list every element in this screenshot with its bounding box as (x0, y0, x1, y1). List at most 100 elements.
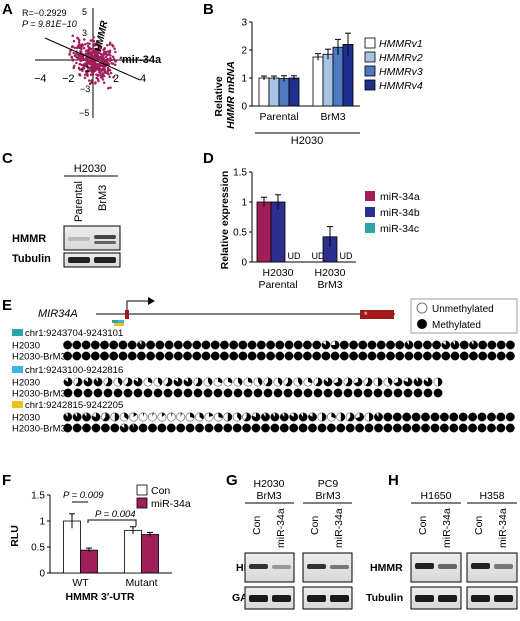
panel-h-lane-3: Con (473, 516, 485, 535)
panel-label-d: D (203, 150, 214, 167)
panel-label-h: H (388, 472, 399, 489)
panel-g-group-1b: BrM3 (256, 490, 281, 502)
cpg-partial (378, 377, 383, 387)
scatter-point (68, 50, 72, 53)
bar (63, 520, 81, 574)
cpg-partial (158, 377, 163, 386)
cpg-methylated (367, 340, 377, 350)
undetected-label: UD (288, 251, 301, 261)
cpg-methylated (383, 412, 393, 422)
row-label: H2030-BrM3 (12, 352, 66, 363)
scatter-point (104, 55, 108, 59)
cpg-methylated (393, 412, 402, 422)
scatter-point (90, 79, 94, 82)
cpg-partial (248, 377, 253, 384)
tick-y-neg3: −3 (80, 84, 90, 94)
cpg-methylated (468, 423, 477, 433)
cpg-partial (265, 377, 273, 387)
blot-band (249, 564, 268, 569)
panel-g-group-2b: BrM3 (315, 490, 340, 502)
cpg-methylated (496, 412, 506, 422)
cpg-methylated (203, 388, 213, 398)
blot-band (438, 564, 457, 569)
y-tick-label: 1.5 (233, 168, 247, 179)
scatter-point (84, 42, 87, 46)
cpg-methylated (404, 351, 414, 361)
cpg-methylated (138, 423, 148, 433)
cpg-partial (280, 412, 289, 422)
y-tick-label: 1 (241, 198, 247, 209)
legend-label: miR-34c (380, 223, 419, 235)
regression-line (44, 37, 141, 81)
cpg-methylated (233, 423, 242, 433)
cpg-partial (105, 377, 113, 387)
cpg-partial (228, 377, 233, 384)
scatter-point (92, 61, 96, 64)
blot-band (307, 564, 326, 569)
bar (312, 56, 324, 107)
y-tick-label: 0 (241, 102, 247, 113)
scatter-point (94, 55, 97, 59)
cpg-partial (251, 412, 261, 422)
blot-band (94, 257, 116, 263)
cpg-methylated (195, 423, 204, 433)
panel-f-xlabel: HMMR 3′-UTR (65, 591, 134, 603)
tick-x-neg4: −4 (34, 73, 47, 85)
cpg-methylated (460, 340, 469, 350)
blot-band (94, 241, 116, 244)
category-label: H2030 (315, 267, 346, 279)
cpg-partial (450, 340, 460, 350)
cpg-methylated (430, 412, 440, 422)
tick-y-3: 3 (82, 28, 87, 38)
p-value-annotation: P = 0.004 (95, 509, 136, 520)
panel-h-lane-4: miR-34a (497, 508, 509, 548)
cpg-methylated (100, 340, 109, 350)
category-label: Parental (259, 111, 298, 123)
region-color-key (12, 401, 23, 408)
legend-swatch (365, 191, 375, 201)
cpg-methylated (223, 423, 232, 433)
cpg-methylated (459, 412, 468, 422)
cpg-methylated (266, 340, 275, 350)
cpg-methylated (192, 340, 201, 350)
legend-swatch (364, 65, 376, 77)
cpg-methylated (340, 340, 349, 350)
scatter-point (97, 79, 100, 83)
cpg-methylated (294, 351, 303, 361)
scatter-point (91, 55, 95, 58)
cpg-methylated (413, 351, 423, 361)
cpg-methylated (377, 351, 386, 361)
panel-c-row-tubulin: Tubulin (12, 253, 51, 265)
cpg-partial (124, 412, 129, 420)
cpg-methylated (433, 388, 443, 398)
category-label: Parental (258, 279, 297, 291)
blot-band (94, 235, 116, 239)
cpg-methylated (440, 423, 449, 433)
cpg-methylated (449, 423, 458, 433)
category-label: Mutant (125, 577, 157, 589)
scatter-point (102, 81, 106, 85)
panel-b-xlabel: H2030 (291, 135, 323, 147)
region-label: chr1:9242815-9242205 (25, 400, 123, 411)
cpg-methylated (349, 351, 358, 361)
cpg-methylated (148, 423, 157, 433)
blot-frame-tubulin (63, 252, 121, 268)
cpg-partial (209, 412, 213, 417)
cpg-methylated (185, 423, 195, 433)
cpg-methylated (176, 423, 185, 433)
stat-p: P = 9.81E−10 (22, 19, 77, 29)
panel-f-labels: RLU HMMR 3′-UTR (9, 525, 135, 603)
cpg-methylated (133, 388, 143, 398)
scatter-point (72, 51, 75, 55)
cpg-partial (308, 377, 313, 384)
cpg-methylated (233, 388, 243, 398)
scatter-point (88, 79, 91, 82)
scatter-point (95, 76, 98, 80)
bar (141, 534, 159, 574)
cpg-methylated (303, 340, 312, 350)
cpg-partial (173, 377, 183, 387)
cpg-partial (190, 412, 195, 419)
legend-label: HMMRv1 (379, 38, 423, 50)
cpg-partial (289, 412, 298, 422)
